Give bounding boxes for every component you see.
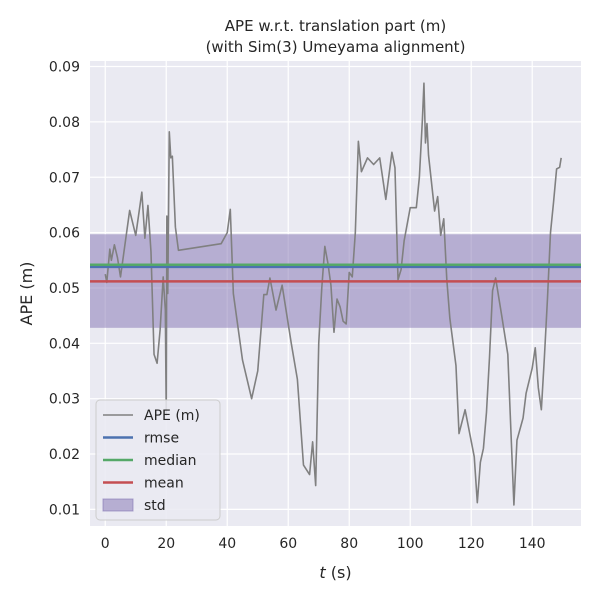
legend-label: rmse — [144, 431, 179, 447]
ape-series-line — [104, 82, 562, 506]
legend-label: mean — [144, 476, 184, 492]
y-tick-label: 0.09 — [49, 60, 80, 76]
x-tick-label: 120 — [458, 536, 485, 552]
chart-title-line: (with Sim(3) Umeyama alignment) — [206, 38, 466, 56]
x-axis-label: t (s) — [319, 563, 351, 582]
y-axis-label: APE (m) — [17, 262, 36, 326]
x-axis-unit: (s) — [326, 563, 352, 582]
x-tick-label: 40 — [218, 536, 236, 552]
x-axis-variable: t — [319, 563, 326, 582]
y-tick-label: 0.06 — [49, 226, 80, 242]
y-tick-label: 0.08 — [49, 115, 80, 131]
legend-label: median — [144, 453, 196, 469]
y-tick-label: 0.01 — [49, 502, 80, 518]
y-tick-label: 0.05 — [49, 281, 80, 297]
legend-label: std — [144, 498, 166, 514]
x-tick-label: 100 — [397, 536, 424, 552]
legend-swatch-std — [102, 498, 134, 512]
x-tick-label: 60 — [279, 536, 297, 552]
x-tick-label: 80 — [340, 536, 358, 552]
legend: APE (m) rmse median mean std — [95, 399, 221, 521]
y-tick-label: 0.03 — [49, 392, 80, 408]
y-tick-label: 0.07 — [49, 170, 80, 186]
legend-box — [95, 399, 221, 521]
x-tick-label: 20 — [157, 536, 175, 552]
chart-title-line: APE w.r.t. translation part (m) — [225, 17, 446, 35]
x-tick-label: 140 — [519, 536, 546, 552]
x-tick-label: 0 — [101, 536, 110, 552]
legend-label: APE (m) — [144, 408, 200, 424]
y-tick-label: 0.02 — [49, 447, 80, 463]
y-tick-label: 0.04 — [49, 336, 80, 352]
